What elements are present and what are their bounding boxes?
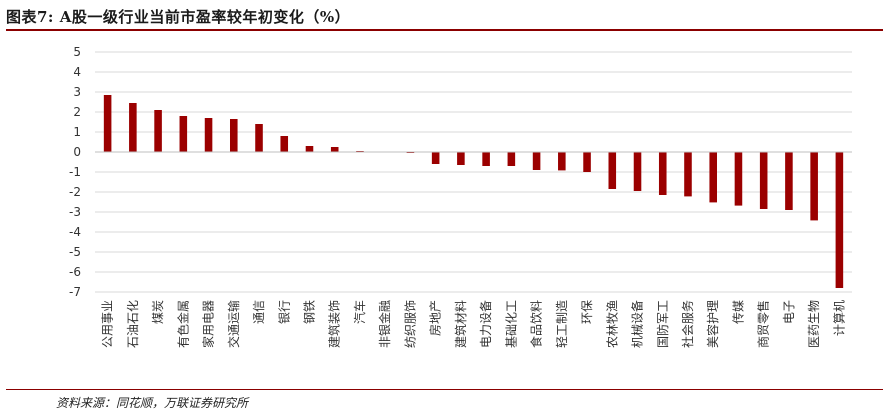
x-tick-label: 传媒 (730, 300, 745, 324)
bar (810, 152, 818, 221)
y-tick-label: -5 (69, 245, 81, 259)
x-tick-label: 有色金属 (175, 300, 190, 348)
y-tick-label: -3 (69, 205, 81, 219)
bar (103, 95, 112, 152)
bar (507, 152, 516, 166)
y-tick-label: 3 (73, 85, 81, 99)
bar (759, 152, 768, 209)
x-tick-label: 公用事业 (101, 300, 115, 348)
bar (684, 152, 692, 197)
x-tick-label: 交通运输 (226, 300, 241, 348)
x-tick-label: 电子 (782, 300, 796, 324)
bar (709, 152, 718, 203)
x-tick-label: 美容护理 (705, 300, 720, 348)
x-tick-label: 商贸零售 (756, 300, 771, 348)
bar (835, 152, 844, 288)
x-tick-label: 基础化工 (504, 300, 518, 348)
bar (431, 152, 440, 164)
bar (608, 152, 617, 189)
y-tick-label: -7 (69, 285, 81, 299)
x-tick-label: 食品饮料 (529, 300, 544, 348)
bar (482, 152, 490, 166)
bar-chart: 5 4 3 2 1 0 -1 -2 -3 -4 -5 -6 -7 公用事业 石油石化 煤炭 有色金属 家用电器 交通… (69, 45, 852, 348)
x-tick-label: 环保 (580, 300, 594, 324)
x-tick-label: 家用电器 (201, 300, 216, 348)
x-tick-label: 轻工制造 (555, 300, 569, 348)
bottom-divider (6, 389, 883, 390)
bar (583, 152, 591, 172)
bar (633, 152, 642, 191)
x-tick-label: 机械设备 (630, 300, 645, 348)
y-tick-label: -4 (69, 225, 81, 239)
x-tick-label: 房地产 (428, 300, 443, 336)
x-tick-label: 银行 (277, 300, 291, 324)
bar (305, 146, 314, 152)
chart-title: 图表7: A股一级行业当前市盈率较年初变化（%） (6, 7, 351, 26)
y-tick-label: -2 (69, 185, 81, 199)
source-note: 资料来源：同花顺，万联证券研究所 (56, 396, 249, 410)
x-tick-label: 医药生物 (807, 300, 821, 348)
y-tick-label: 0 (73, 145, 81, 159)
chart-area: 5 4 3 2 1 0 -1 -2 -3 -4 -5 -6 -7 公用事业 石油石化 煤炭 有色金属 家用电器 交通… (0, 32, 889, 388)
y-tick-label: -1 (69, 165, 81, 179)
bar (229, 119, 238, 152)
title-bar: 图表7: A股一级行业当前市盈率较年初变化（%） (6, 4, 883, 28)
bar (204, 118, 213, 152)
x-tick-label: 石油石化 (126, 300, 140, 348)
bar (532, 152, 541, 170)
y-tick-label: -6 (69, 265, 81, 279)
bar (255, 124, 263, 152)
x-tick-label: 计算机 (831, 300, 846, 336)
y-tick-label: 5 (73, 45, 81, 59)
x-tick-label: 建筑装饰 (327, 300, 342, 348)
x-tick-label: 纺织服饰 (403, 300, 417, 348)
bar (734, 152, 743, 206)
x-tick-label: 非银金融 (377, 300, 392, 348)
bar (457, 152, 465, 165)
x-tick-label: 建筑材料 (453, 300, 468, 348)
bar (330, 147, 339, 152)
x-tick-label: 电力设备 (479, 300, 493, 348)
bar (280, 136, 289, 152)
x-tick-label: 煤炭 (151, 300, 165, 324)
y-tick-label: 2 (73, 105, 81, 119)
bar (129, 103, 137, 152)
x-tick-label: 汽车 (352, 300, 367, 324)
x-tick-label: 农林牧渔 (605, 300, 619, 348)
y-tick-label: 1 (73, 125, 81, 139)
top-divider (6, 29, 883, 31)
bar (558, 152, 566, 171)
bar (179, 116, 188, 152)
bar (154, 110, 162, 152)
bar (658, 152, 667, 195)
x-tick-label: 通信 (252, 300, 266, 324)
x-tick-label: 国防军工 (655, 300, 670, 348)
x-tick-label: 社会服务 (680, 300, 695, 348)
y-tick-label: 4 (73, 65, 81, 79)
bar (785, 152, 793, 210)
x-tick-label: 钢铁 (302, 300, 316, 324)
